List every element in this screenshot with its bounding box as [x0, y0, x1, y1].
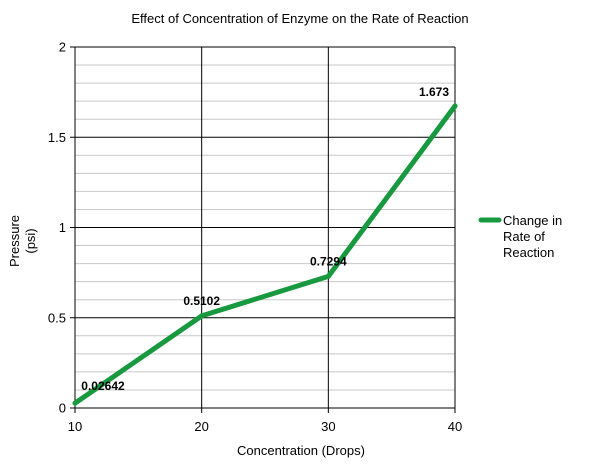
chart-title: Effect of Concentration of Enzyme on the… [131, 11, 468, 26]
data-point [325, 273, 331, 279]
x-axis-ticks: 10 20 30 40 [68, 408, 462, 434]
data-point [199, 313, 205, 319]
data-point [72, 400, 78, 406]
y-tick-label: 0.5 [48, 310, 66, 325]
data-labels: 0.02642 0.5102 0.7294 1.673 [81, 85, 449, 393]
y-axis-label-line-2: (psi) [23, 228, 38, 253]
y-tick-label: 0 [59, 401, 66, 416]
data-label: 0.7294 [310, 254, 347, 268]
series-group [72, 103, 458, 406]
x-axis-label: Concentration (Drops) [237, 443, 365, 458]
x-tick-label: 10 [68, 419, 82, 434]
y-tick-label: 1.5 [48, 130, 66, 145]
series-line-segment [199, 273, 331, 319]
x-tick-label: 30 [321, 419, 335, 434]
y-tick-label: 2 [59, 40, 66, 55]
legend-label-line-1: Change in [503, 213, 562, 228]
minor-gridlines [75, 64, 455, 391]
legend-label-line-3: Reaction [503, 245, 554, 260]
series-line-segment [72, 313, 205, 406]
x-tick-label: 40 [448, 419, 462, 434]
data-label: 0.02642 [81, 379, 125, 393]
data-point [452, 103, 458, 109]
legend-label-line-2: Rate of [503, 229, 545, 244]
y-tick-label: 1 [59, 220, 66, 235]
y-axis-label-line-1: Pressure [7, 215, 22, 267]
data-label: 0.5102 [183, 294, 220, 308]
y-axis-ticks: 0 0.5 1 1.5 2 [48, 40, 75, 416]
legend: Change in Rate of Reaction [478, 213, 562, 260]
data-label: 1.673 [419, 85, 449, 99]
x-tick-label: 20 [194, 419, 208, 434]
series-line-segment [325, 103, 458, 279]
